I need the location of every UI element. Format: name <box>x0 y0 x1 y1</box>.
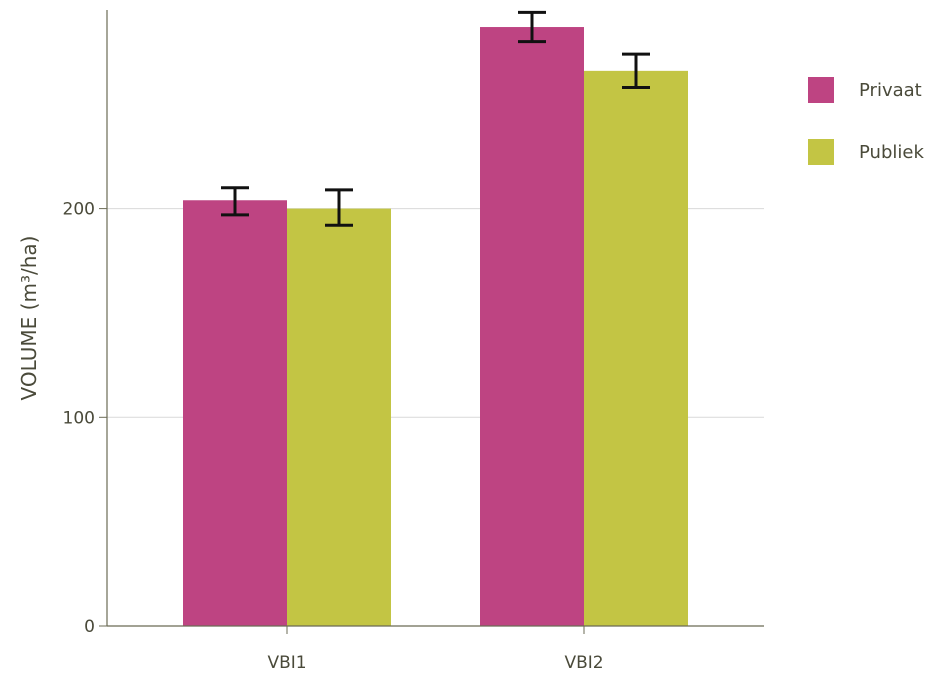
x-tick-label-vbi2: VBI2 <box>564 653 603 673</box>
bar-publiek-vbi2 <box>584 70 688 626</box>
legend-label-publiek: Publiek <box>859 142 924 163</box>
x-tick-labels: VBI1 VBI2 <box>267 653 603 673</box>
error-bars <box>221 10 650 227</box>
legend-label-privaat: Privaat <box>859 80 922 101</box>
legend-swatch-publiek <box>808 139 834 165</box>
x-tick-label-vbi1: VBI1 <box>267 653 306 673</box>
legend-swatch-privaat <box>808 77 834 103</box>
y-tick-label-100: 100 <box>63 408 95 428</box>
bar-publiek-vbi1 <box>287 208 391 626</box>
y-tick-label-0: 0 <box>84 617 95 637</box>
y-tick-label-200: 200 <box>63 200 95 220</box>
bars <box>183 27 688 626</box>
y-tick-labels: 0 100 200 <box>63 200 95 637</box>
y-axis-title: VOLUME (m³/ha) <box>17 236 41 401</box>
bar-privaat-vbi2 <box>480 27 584 626</box>
axes <box>99 10 764 634</box>
bar-privaat-vbi1 <box>183 200 287 626</box>
legend: Privaat Publiek <box>808 77 924 165</box>
